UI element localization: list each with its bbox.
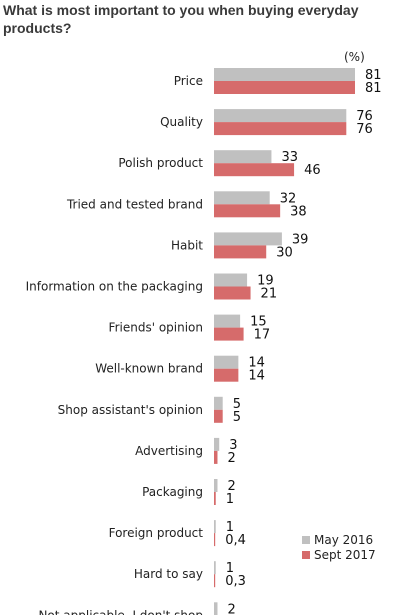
bar-sept-2017-tried-and-tested-brand [214,204,281,218]
bar-may-2016-not-applicable-i-don-t-shop [214,602,218,615]
bar-may-2016-friends-opinion [214,314,241,328]
bar-may-2016-packaging [214,479,218,492]
value-label-sept-2017-foreign-product: 0,4 [225,533,246,548]
value-label-sept-2017-advertising: 2 [227,451,235,466]
value-label-may-2016-well-known-brand: 14 [248,356,265,371]
bar-may-2016-foreign-product [214,520,216,534]
value-label-may-2016-foreign-product: 1 [226,520,234,535]
value-label-sept-2017-tried-and-tested-brand: 38 [290,204,307,219]
bar-sept-2017-hard-to-say [214,574,216,588]
bar-sept-2017-habit [214,245,267,259]
bar-sept-2017-price [214,81,355,94]
value-label-may-2016-hard-to-say: 1 [226,561,234,576]
bar-may-2016-hard-to-say [214,561,216,575]
bar-sept-2017-quality [214,122,347,136]
category-label-tried-and-tested-brand: Tried and tested brand [66,197,203,211]
chart-title: What is most important to you when buyin… [3,2,359,36]
bar-sept-2017-friends-opinion [214,327,244,341]
category-label-habit: Habit [171,238,203,252]
bar-sept-2017-shop-assistant-s-opinion [214,409,223,423]
bar-may-2016-well-known-brand [214,355,239,369]
bar-sept-2017-information-on-the-packaging [214,286,251,300]
category-label-not-applicable-i-don-t-shop: Not applicable, I don't shop [38,608,203,615]
bar-may-2016-advertising [214,437,220,451]
legend-swatch-may-2016 [302,536,310,544]
value-label-may-2016-friends-opinion: 15 [250,315,267,330]
value-label-sept-2017-well-known-brand: 14 [248,369,265,384]
bar-may-2016-polish-product [214,150,272,164]
value-label-may-2016-quality: 76 [356,109,373,124]
bar-may-2016-tried-and-tested-brand [214,191,270,205]
category-label-foreign-product: Foreign product [109,526,204,540]
value-label-may-2016-tried-and-tested-brand: 32 [280,191,297,206]
legend-label-may-2016: May 2016 [314,533,373,547]
bar-may-2016-information-on-the-packaging [214,273,248,287]
bar-sept-2017-well-known-brand [214,368,239,382]
legend-swatch-sept-2017 [302,551,310,559]
bar-may-2016-quality [214,109,347,123]
value-label-may-2016-not-applicable-i-don-t-shop: 2 [227,602,235,615]
bar-sept-2017-foreign-product [214,533,216,547]
value-label-sept-2017-shop-assistant-s-opinion: 5 [233,410,241,425]
category-label-quality: Quality [160,115,203,129]
value-label-may-2016-advertising: 3 [229,438,237,453]
value-label-sept-2017-habit: 30 [276,245,293,260]
value-label-may-2016-packaging: 2 [227,479,235,494]
value-label-may-2016-polish-product: 33 [281,150,298,165]
category-label-friends-opinion: Friends' opinion [109,321,203,335]
value-label-may-2016-shop-assistant-s-opinion: 5 [233,397,241,412]
category-label-information-on-the-packaging: Information on the packaging [26,280,203,294]
unit-label: (%) [344,50,365,64]
category-label-hard-to-say: Hard to say [134,567,203,581]
bar-sept-2017-advertising [214,450,218,464]
bar-may-2016-price [214,68,355,81]
category-label-well-known-brand: Well-known brand [95,362,203,376]
value-label-may-2016-price: 81 [365,68,382,83]
value-label-sept-2017-friends-opinion: 17 [254,328,271,343]
bar-may-2016-shop-assistant-s-opinion [214,396,223,410]
bar-may-2016-habit [214,232,282,246]
value-label-sept-2017-quality: 76 [356,122,373,137]
value-label-may-2016-information-on-the-packaging: 19 [257,274,274,289]
bar-sept-2017-packaging [214,492,216,505]
category-label-shop-assistant-s-opinion: Shop assistant's opinion [58,403,203,417]
value-label-sept-2017-packaging: 1 [226,492,234,507]
category-label-advertising: Advertising [135,444,203,458]
value-label-sept-2017-price: 81 [365,81,382,96]
bar-sept-2017-polish-product [214,163,295,177]
legend-label-sept-2017: Sept 2017 [314,548,376,562]
legend: May 2016 Sept 2017 [302,533,376,562]
category-label-price: Price [174,74,203,88]
category-label-packaging: Packaging [142,485,203,499]
value-label-sept-2017-polish-product: 46 [304,163,321,178]
category-label-polish-product: Polish product [118,156,203,170]
value-label-sept-2017-hard-to-say: 0,3 [225,574,246,589]
value-label-may-2016-habit: 39 [292,232,309,247]
value-label-sept-2017-information-on-the-packaging: 21 [261,287,278,302]
